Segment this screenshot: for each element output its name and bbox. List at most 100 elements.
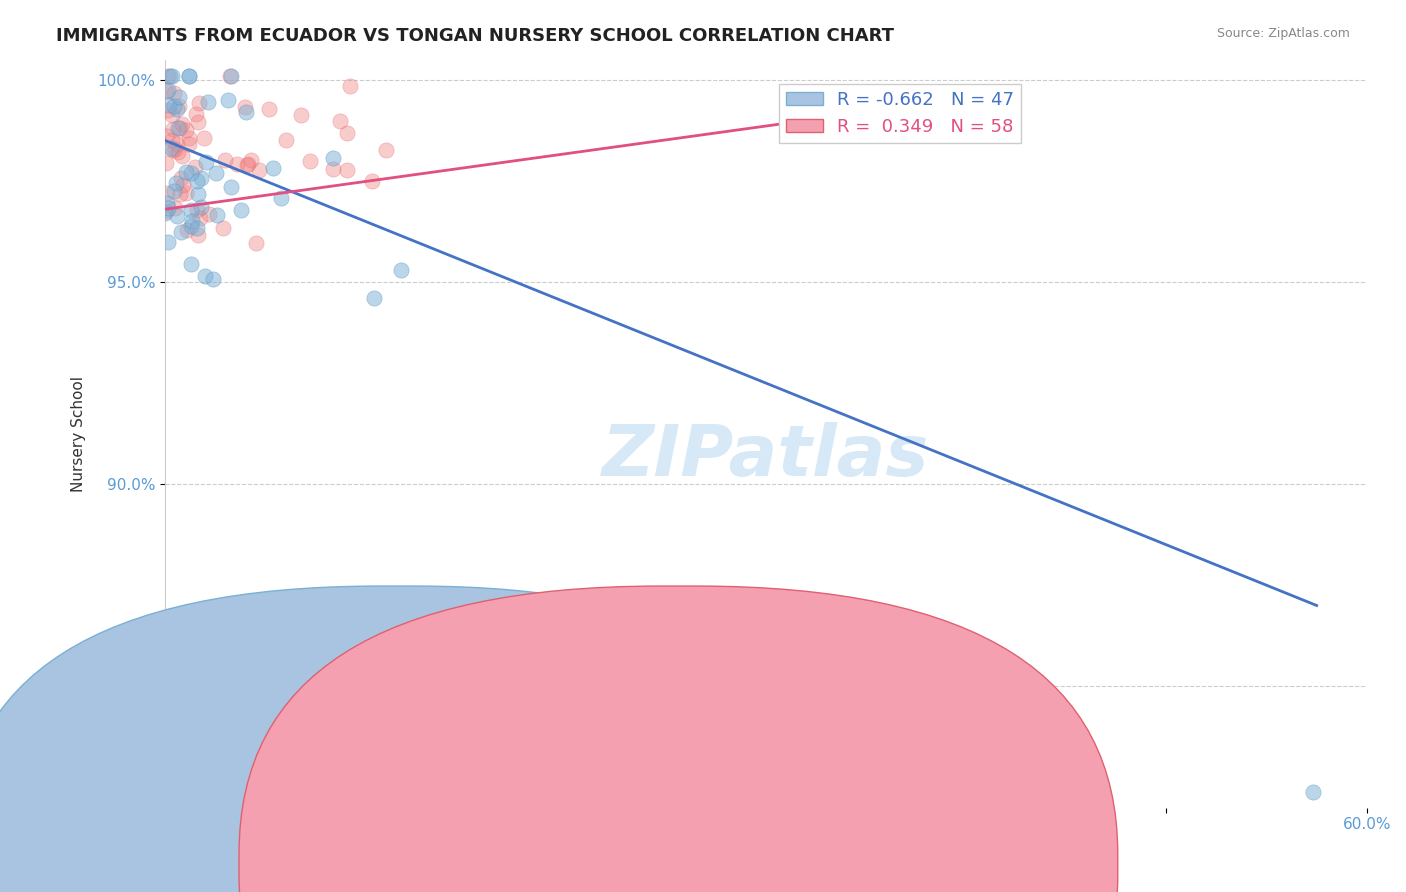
Point	[179, 69, 201, 83]
Point	[157, 83, 180, 97]
Point	[179, 166, 201, 180]
Point	[298, 154, 321, 169]
Point	[236, 158, 259, 172]
Point	[193, 131, 215, 145]
Text: Source: ZipAtlas.com: Source: ZipAtlas.com	[1216, 27, 1350, 40]
Point	[247, 162, 270, 177]
Point	[186, 202, 208, 217]
Point	[231, 202, 253, 217]
Point	[166, 103, 188, 117]
Point	[336, 127, 359, 141]
Point	[166, 145, 188, 160]
Point	[322, 162, 344, 177]
Point	[166, 209, 188, 223]
Point	[187, 228, 209, 243]
Point	[163, 142, 186, 156]
Point	[240, 153, 263, 167]
Point	[221, 180, 243, 194]
Point	[205, 208, 228, 222]
Point	[225, 157, 247, 171]
Point	[153, 206, 176, 220]
Point	[176, 223, 198, 237]
Point	[170, 149, 193, 163]
Point	[187, 187, 209, 202]
Point	[162, 69, 184, 83]
Point	[235, 104, 257, 119]
Point	[163, 86, 186, 100]
Point	[183, 160, 205, 174]
Point	[184, 107, 207, 121]
Point	[180, 219, 202, 233]
Point	[169, 90, 191, 104]
Point	[155, 155, 177, 169]
Point	[174, 165, 197, 179]
Point	[214, 153, 236, 167]
Point	[169, 187, 191, 202]
Point	[163, 185, 186, 199]
Point	[172, 118, 194, 132]
Point	[170, 225, 193, 239]
Point	[156, 103, 179, 117]
Point	[363, 291, 385, 305]
Point	[262, 161, 284, 175]
Point	[211, 221, 233, 235]
Point	[235, 100, 257, 114]
Point	[155, 203, 177, 218]
Point	[375, 143, 398, 157]
Point	[156, 129, 179, 144]
Point	[179, 69, 201, 83]
Point	[322, 151, 344, 165]
Point	[188, 211, 211, 225]
Point	[155, 84, 177, 98]
Point	[167, 99, 190, 113]
Point	[167, 120, 190, 135]
Point	[157, 235, 180, 250]
Point	[160, 141, 183, 155]
Point	[179, 131, 201, 145]
Point	[188, 96, 211, 111]
Point	[190, 170, 212, 185]
Point	[156, 201, 179, 215]
Point	[236, 157, 259, 171]
Point	[170, 171, 193, 186]
Point	[329, 114, 352, 128]
Point	[157, 97, 180, 112]
Point	[219, 69, 242, 83]
Point	[198, 207, 221, 221]
Point	[197, 95, 219, 110]
Point	[166, 136, 188, 151]
Text: Tongans: Tongans	[742, 859, 804, 874]
Point	[172, 178, 194, 193]
Point	[217, 93, 239, 107]
Text: Immigrants from Ecuador: Immigrants from Ecuador	[422, 859, 619, 874]
Y-axis label: Nursery School: Nursery School	[72, 376, 86, 491]
Point	[186, 174, 208, 188]
Point	[180, 202, 202, 217]
Point	[336, 163, 359, 178]
Point	[157, 69, 180, 83]
Point	[165, 176, 187, 190]
Point	[162, 122, 184, 136]
Point	[201, 271, 224, 285]
Point	[159, 69, 181, 83]
Point	[180, 257, 202, 271]
Point	[162, 144, 184, 158]
Point	[156, 196, 179, 211]
Point	[276, 133, 298, 147]
Point	[163, 99, 186, 113]
Point	[219, 69, 242, 83]
Point	[290, 108, 312, 122]
Point	[194, 155, 217, 169]
Point	[156, 186, 179, 200]
Point	[389, 263, 412, 277]
Point	[181, 214, 204, 228]
Text: IMMIGRANTS FROM ECUADOR VS TONGAN NURSERY SCHOOL CORRELATION CHART: IMMIGRANTS FROM ECUADOR VS TONGAN NURSER…	[56, 27, 894, 45]
Point	[1302, 784, 1324, 798]
Point	[186, 220, 208, 235]
Point	[177, 137, 200, 152]
Point	[163, 201, 186, 215]
Point	[174, 123, 197, 137]
Point	[204, 166, 226, 180]
Point	[174, 186, 197, 200]
Point	[361, 174, 384, 188]
